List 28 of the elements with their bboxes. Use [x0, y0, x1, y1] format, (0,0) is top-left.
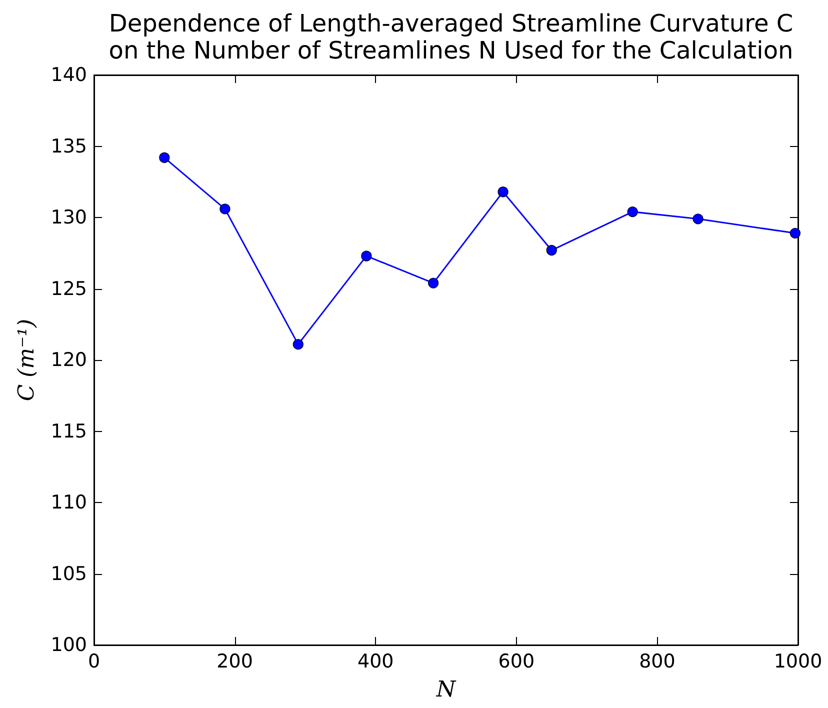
y-tick-label: 130: [50, 206, 87, 228]
chart-title: Dependence of Length-averaged Streamline Curvature C on the Number of Streamlines N Used for the Calculation: [108, 10, 794, 64]
point: [428, 278, 439, 288]
y-tick-label: 105: [50, 562, 87, 585]
point: [546, 244, 557, 256]
y-tick-label: 135: [50, 135, 87, 158]
x-tick-label: 0: [88, 650, 100, 672]
point: [692, 214, 704, 224]
point: [498, 186, 508, 198]
y-tick-label: 120: [50, 349, 87, 371]
point: [220, 204, 230, 214]
x-axis-title: N: [435, 678, 456, 702]
x-tick-label: 1000: [774, 650, 822, 672]
x-tick-label: 800: [639, 650, 676, 672]
y-tick-label: 115: [50, 420, 87, 442]
y-tick-label: 125: [50, 278, 87, 300]
x-tick-label: 600: [498, 650, 535, 672]
point: [292, 339, 304, 350]
x-tick-label: 400: [357, 650, 394, 672]
point: [790, 228, 800, 238]
point: [361, 250, 372, 262]
point: [627, 206, 638, 218]
y-tick-label: 140: [50, 64, 87, 86]
y-tick-label: 100: [50, 634, 87, 656]
y-tick-label: 110: [50, 492, 87, 514]
point: [159, 152, 170, 163]
y-axis-title: C (m⁻¹): [14, 318, 40, 402]
x-tick-label: 200: [216, 650, 253, 672]
